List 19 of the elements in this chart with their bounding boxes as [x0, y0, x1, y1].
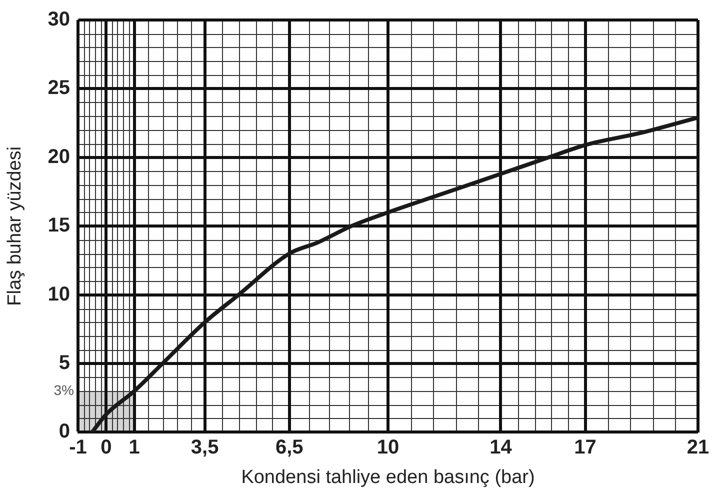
band-label: 3% — [54, 382, 74, 398]
y-tick-label: 25 — [48, 77, 70, 100]
y-tick-label: 0 — [58, 420, 70, 443]
y-axis-title: Flaş buhar yüzdesi — [4, 146, 26, 306]
y-tick-label: 20 — [48, 146, 70, 168]
x-tick-label: 21 — [686, 436, 710, 459]
x-tick-label: 1 — [128, 436, 140, 459]
y-tick-label: 5 — [58, 352, 70, 374]
x-tick-label: 14 — [490, 436, 513, 459]
y-tick-label: 10 — [48, 283, 70, 306]
x-axis-title: Kondensi tahliye eden basınç (bar) — [241, 466, 535, 488]
x-tick-label: 10 — [376, 436, 400, 459]
x-tick-label: 17 — [574, 436, 596, 459]
x-tick-label: 3,5 — [190, 436, 219, 459]
y-tick-label: 30 — [48, 8, 70, 31]
y-tick-label: 15 — [48, 214, 70, 237]
x-tick-label: 6,5 — [275, 436, 304, 459]
x-tick-label: 0 — [100, 436, 112, 459]
x-tick-label: -1 — [69, 436, 87, 459]
